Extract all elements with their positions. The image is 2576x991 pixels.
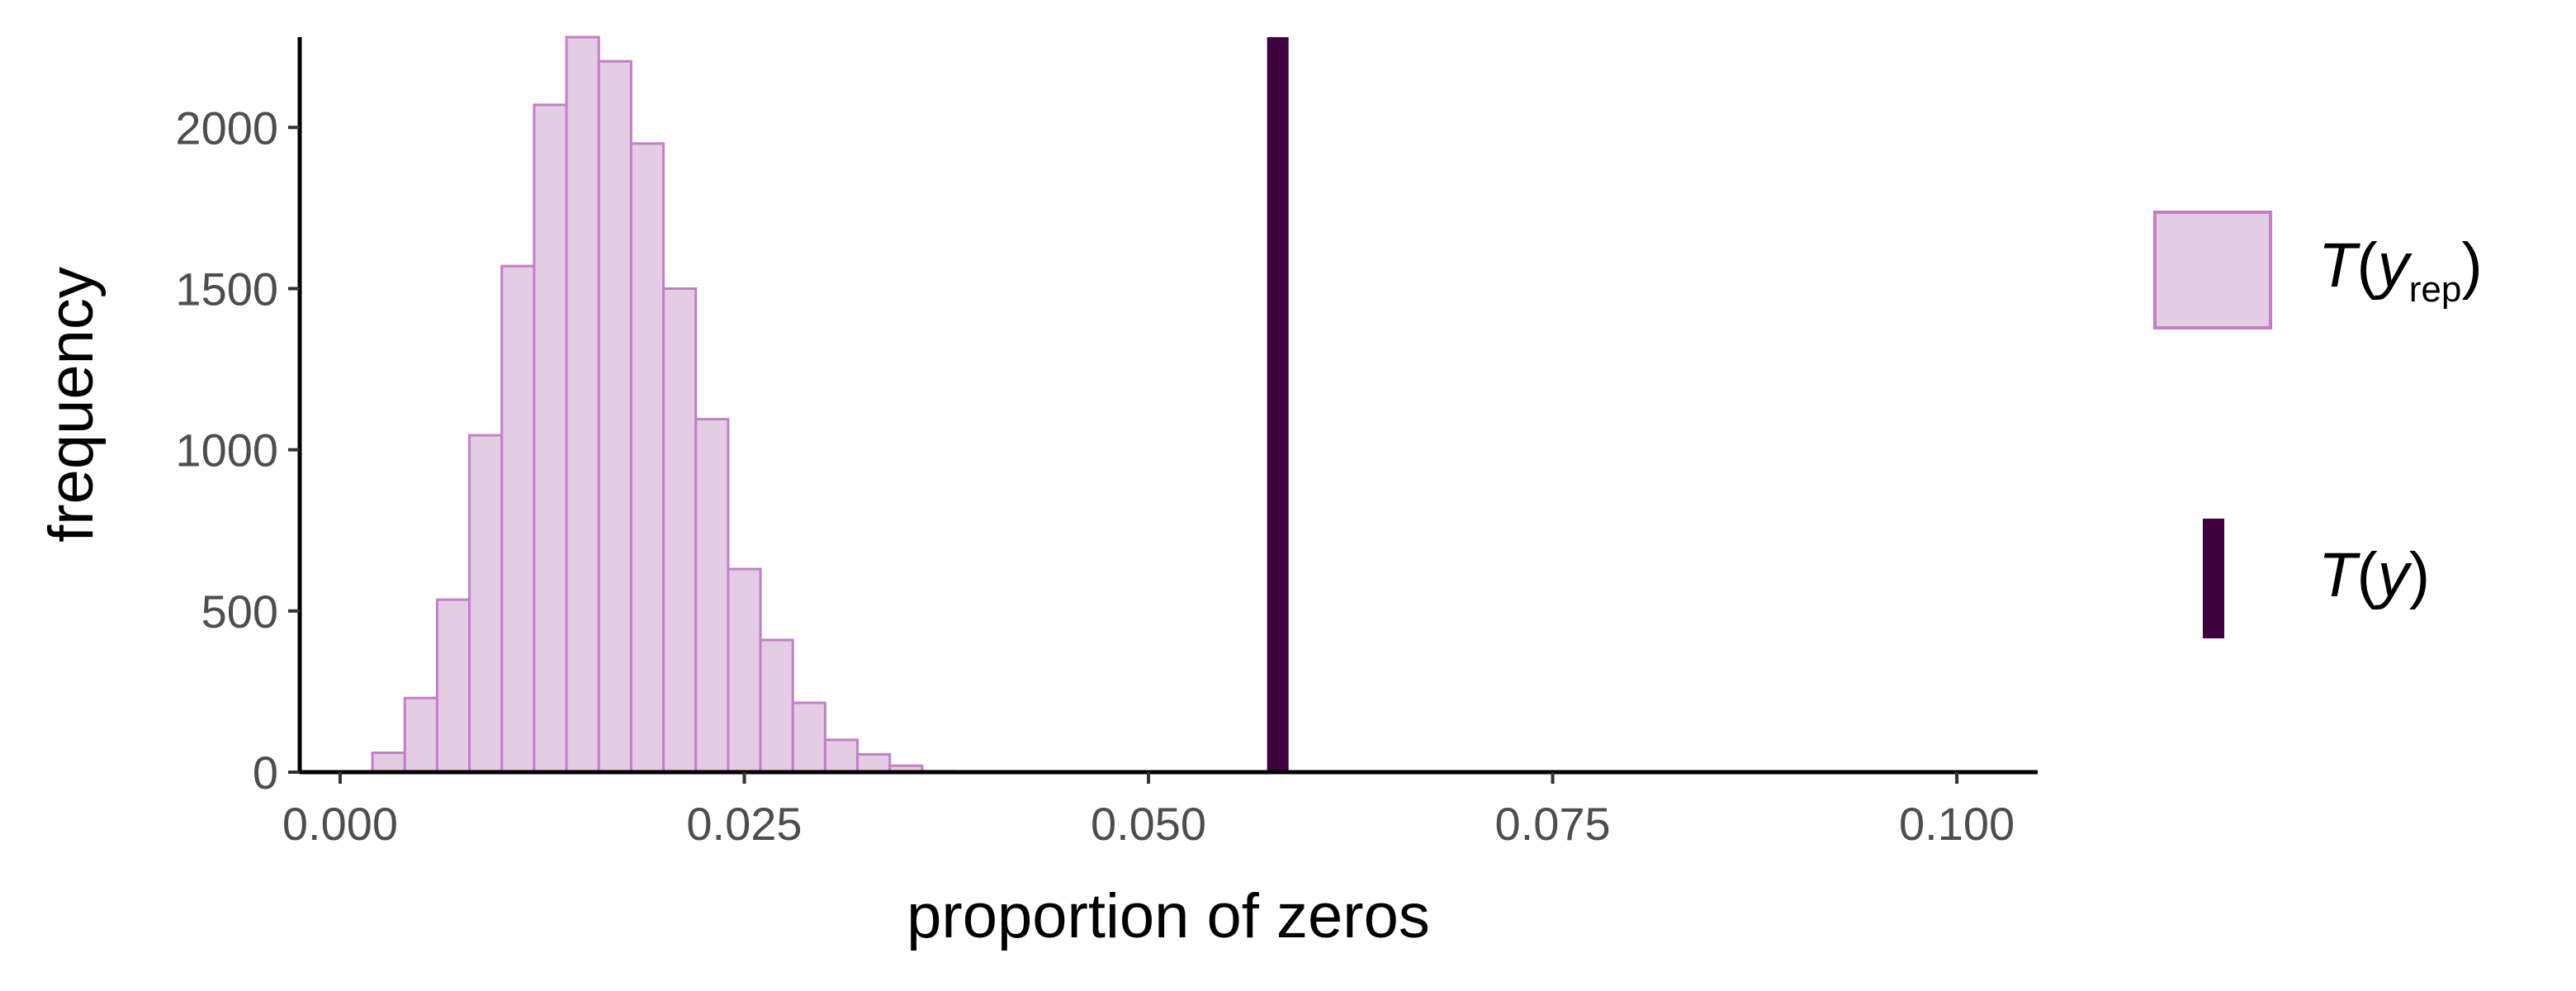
observed-line — [1267, 37, 1289, 772]
x-tick-label: 0.100 — [1899, 798, 2015, 850]
legend-label-yrep: T(yrep) — [2318, 230, 2483, 310]
x-tick-label: 0.050 — [1091, 798, 1206, 850]
x-tick-label: 0.075 — [1494, 798, 1610, 850]
x-axis-title: proportion of zeros — [907, 881, 1430, 951]
histogram-bars — [339, 36, 956, 774]
histogram-bar — [597, 59, 632, 774]
legend: T(yrep) T(y) — [2153, 211, 2483, 638]
histogram-bar — [759, 638, 794, 774]
histogram-bar — [371, 752, 406, 774]
observed-statistic — [1267, 37, 1289, 772]
y-tick-label: 2000 — [175, 102, 278, 154]
y-tick-label: 0 — [253, 747, 278, 799]
y-tick-label: 1500 — [175, 263, 278, 315]
histogram-bar — [468, 434, 504, 774]
legend-label-y: T(y) — [2318, 540, 2430, 610]
axes — [297, 37, 2038, 775]
histogram-bar — [856, 753, 892, 774]
histogram-bar — [791, 701, 826, 774]
legend-key-yrep — [2153, 211, 2272, 330]
y-tick-label: 500 — [201, 586, 278, 638]
histogram-bar — [435, 598, 471, 774]
x-ticks: 0.000 0.025 0.050 0.075 0.100 — [282, 772, 2015, 850]
histogram-bar — [629, 142, 665, 774]
histogram-bar — [694, 418, 730, 774]
histogram-bar — [662, 287, 698, 774]
histogram-bar — [565, 36, 600, 774]
y-ticks: 0 500 1000 1500 2000 — [175, 102, 300, 799]
histogram-bar — [500, 264, 536, 774]
histogram-bar — [533, 103, 568, 774]
y-axis-title: frequency — [36, 267, 107, 543]
legend-key-y — [2203, 519, 2224, 638]
histogram-bar — [403, 696, 438, 774]
y-tick-label: 1000 — [175, 424, 278, 477]
histogram-bar — [823, 738, 859, 774]
histogram-bar — [727, 567, 762, 774]
x-tick-label: 0.000 — [282, 798, 398, 850]
x-tick-label: 0.025 — [686, 798, 802, 850]
